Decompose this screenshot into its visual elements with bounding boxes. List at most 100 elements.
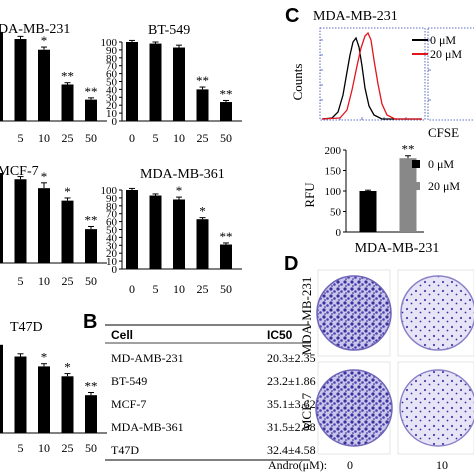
rfu-legend: 0 μM 20 μM [412, 157, 460, 193]
flow-title: MDA-MB-231 [313, 9, 398, 24]
bar [85, 229, 97, 263]
bar [38, 49, 50, 121]
significance-label: ** [85, 84, 98, 99]
colony-row-label: MCF-7 [299, 392, 314, 431]
y-tick-label: 100 [325, 186, 342, 198]
significance-label: * [64, 184, 71, 199]
rfu-legend-label: 20 μM [428, 179, 460, 193]
y-tick-label: 20 [106, 100, 118, 112]
ic50-row-cell: T47D [111, 443, 139, 457]
colony-well-control [316, 275, 392, 351]
bar [38, 366, 50, 433]
panel-label-c: C [285, 5, 299, 27]
flow-legend-label: 0 μM [430, 33, 456, 47]
flow-plot-frame [319, 27, 426, 121]
panel-label-d: D [284, 253, 298, 275]
significance-label: ** [220, 86, 233, 101]
bar [196, 89, 209, 121]
x-tick-label: 10 [38, 441, 50, 455]
bar [173, 47, 185, 121]
colony-well-treated [399, 369, 474, 447]
x-tick-label: 10 [173, 131, 185, 145]
x-tick-label: 25 [197, 282, 209, 296]
significance-label: ** [402, 142, 415, 157]
flow-histogram: C MDA-MB-231 Counts 0 μM 20 μM CFSE [285, 5, 474, 140]
y-tick-label: 30 [106, 240, 118, 252]
x-tick-label: 5 [153, 131, 159, 145]
y-tick-label: 40 [106, 232, 118, 244]
flow-curve-control [321, 36, 422, 120]
x-tick-label: 25 [62, 274, 74, 288]
bar [14, 356, 27, 433]
y-tick-label: 70 [106, 209, 118, 221]
significance-label: ** [85, 379, 98, 394]
bar [220, 244, 232, 269]
y-tick-label: 90 [106, 45, 118, 57]
bar [14, 179, 27, 263]
y-tick-label: 90 [106, 193, 118, 205]
ic50-header-value: IC50 [267, 328, 293, 342]
significance-label: ** [220, 229, 233, 244]
ic50-row-value: 32.4±4.58 [267, 443, 316, 457]
y-tick-label: 50 [106, 77, 118, 89]
flow-plot-frame-2 [427, 27, 474, 121]
significance-label: * [176, 183, 183, 198]
bar [173, 199, 185, 269]
y-tick-label: 40 [106, 84, 118, 96]
y-tick-label: 80 [106, 201, 118, 213]
colony-row-label: MDA-MB-231 [299, 277, 314, 356]
y-tick-label: 10 [106, 256, 118, 268]
y-tick-label: 200 [325, 145, 342, 157]
x-tick-label: 5 [18, 131, 24, 145]
bar [0, 173, 3, 263]
bar [0, 31, 3, 122]
y-tick-label: 0 [336, 227, 342, 239]
bar [38, 188, 50, 263]
x-tick-label: 25 [62, 441, 74, 455]
chart-title: BT-549 [148, 23, 190, 38]
flow-legend-label: 20 μM [430, 47, 462, 61]
significance-label: ** [85, 212, 98, 227]
chart-title: MDA-MB-361 [140, 167, 225, 182]
y-tick-label: 20 [106, 248, 118, 260]
bar [85, 99, 97, 121]
y-tick-label: 50 [106, 225, 118, 237]
ic50-header-cell: Cell [111, 328, 133, 342]
y-tick-label: 30 [106, 92, 118, 104]
bar [61, 376, 74, 433]
x-tick-label: 25 [197, 131, 209, 145]
significance-label: ** [61, 69, 74, 84]
ic50-row-value: 20.3±2.35 [267, 351, 316, 365]
significance-label: * [41, 169, 48, 184]
ic50-table: B Cell IC50 MD-AMB-231 20.3±2.35 BT-549 … [83, 311, 316, 461]
y-tick-label: 60 [106, 69, 118, 81]
x-tick-label: 10 [173, 282, 185, 296]
ic50-row-cell: BT-549 [111, 374, 147, 388]
chart-title: T47D [10, 320, 43, 335]
colony-x-label: Andro(μM): [268, 458, 327, 472]
y-tick-label: 100 [101, 185, 118, 197]
bar [14, 39, 27, 121]
x-tick-label: 50 [85, 274, 97, 288]
y-tick-label: 60 [106, 217, 118, 229]
x-tick-label: 25 [62, 131, 74, 145]
x-tick-label: 50 [220, 282, 232, 296]
y-tick-label: 0 [112, 116, 118, 128]
colony-dose-label: 10 [436, 458, 448, 472]
significance-label: * [41, 33, 48, 48]
rfu-legend-swatch [412, 160, 420, 168]
y-tick-label: 100 [101, 37, 118, 49]
bar [220, 102, 232, 121]
ic50-row-value: 35.1±3.62 [267, 397, 316, 411]
bar [61, 84, 74, 121]
bar [0, 344, 3, 433]
significance-label: ** [196, 73, 209, 88]
y-tick-label: 70 [106, 61, 118, 73]
x-tick-label: 10 [38, 274, 50, 288]
x-tick-label: 0 [129, 131, 135, 145]
x-tick-label: 10 [38, 131, 50, 145]
ic50-row-value: 31.5±2.98 [267, 420, 316, 434]
